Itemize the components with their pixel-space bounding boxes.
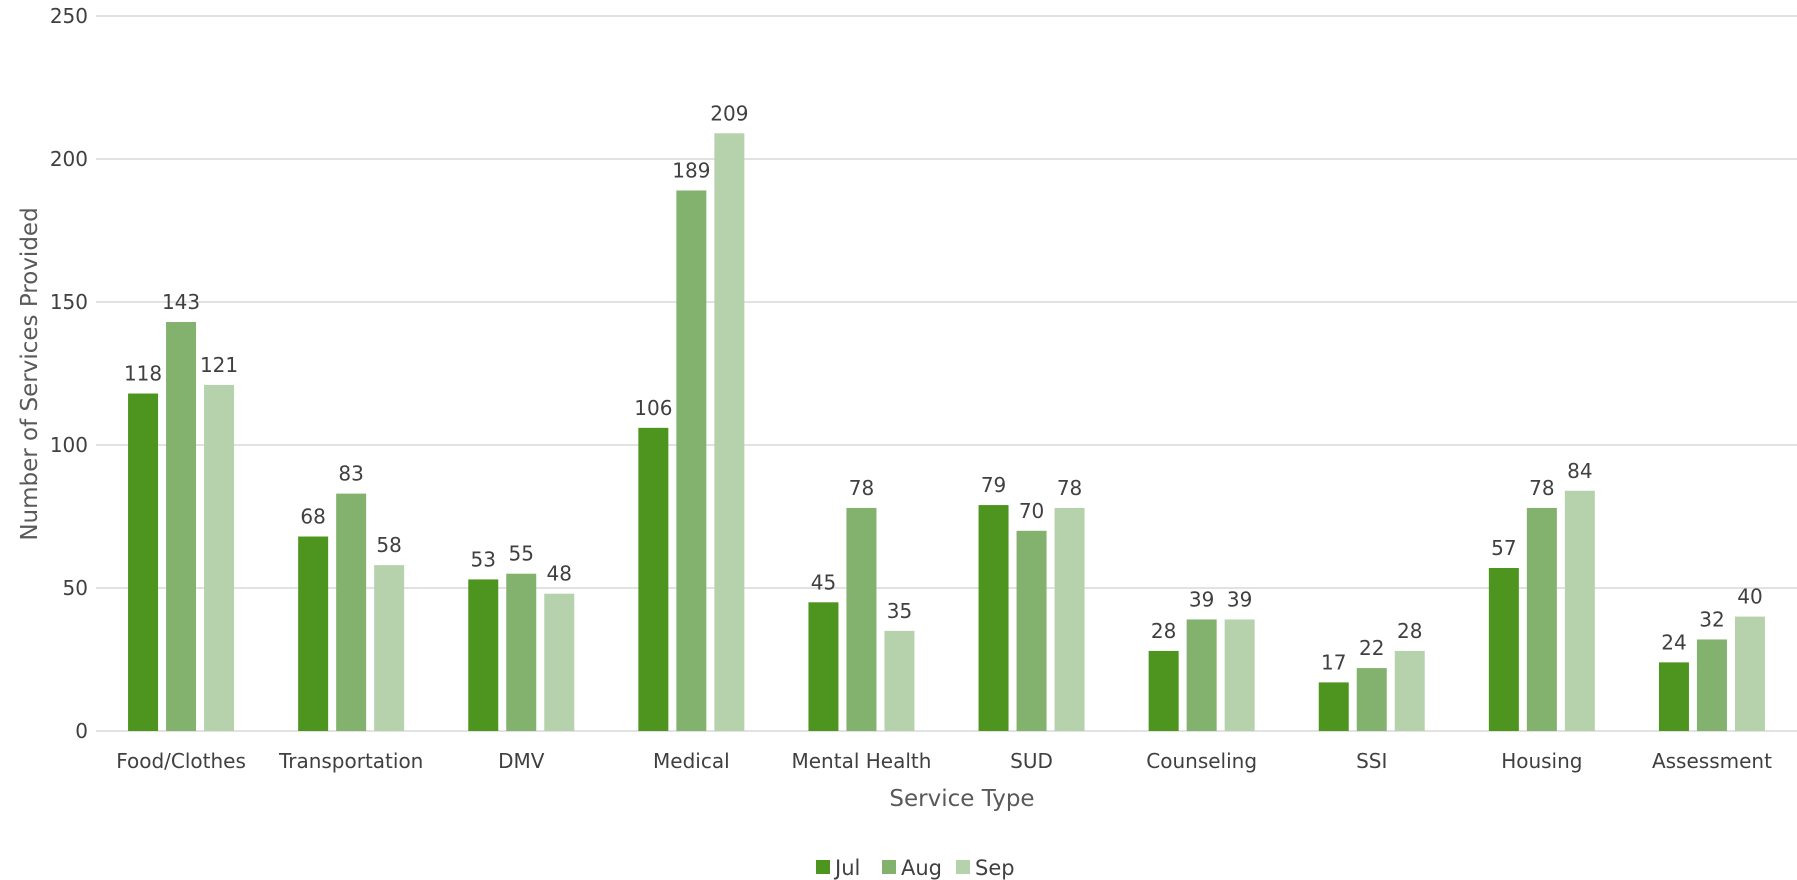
x-tick-label: Medical — [653, 749, 730, 773]
bar-sep — [714, 133, 745, 731]
legend-label-aug: Aug — [901, 856, 942, 880]
bar-jul — [468, 579, 499, 731]
data-label: 118 — [124, 362, 162, 386]
y-tick-label: 150 — [50, 290, 88, 314]
data-label: 189 — [672, 158, 710, 182]
x-tick-label: Counseling — [1146, 749, 1257, 773]
bar-sep — [1564, 490, 1595, 731]
bar-sep — [1394, 650, 1425, 731]
bar-jul — [1318, 682, 1349, 731]
bar-sep — [544, 593, 575, 731]
bar-jul — [638, 427, 669, 731]
data-label: 40 — [1737, 585, 1762, 609]
x-tick-label: SUD — [1010, 749, 1053, 773]
data-label: 209 — [710, 101, 748, 125]
x-tick-label: SSI — [1356, 749, 1387, 773]
x-tick-label: Assessment — [1652, 749, 1772, 773]
y-tick-label: 250 — [50, 4, 88, 28]
bar-aug — [1016, 530, 1047, 731]
legend-swatch-jul — [816, 860, 830, 874]
data-label: 143 — [162, 290, 200, 314]
data-label: 84 — [1567, 459, 1592, 483]
data-label: 32 — [1699, 607, 1724, 631]
bar-sep — [204, 384, 235, 731]
data-label: 70 — [1019, 499, 1044, 523]
bar-jul — [1658, 662, 1689, 731]
legend-swatch-aug — [882, 860, 896, 874]
bar-aug — [1356, 668, 1387, 731]
data-label: 58 — [376, 533, 401, 557]
data-label: 78 — [1529, 476, 1554, 500]
bar-sep — [884, 630, 915, 731]
bar-aug — [1696, 639, 1727, 731]
y-axis-ticks: 0 50 100 150 200 250 — [50, 4, 88, 743]
x-tick-label: Mental Health — [791, 749, 931, 773]
data-label: 48 — [547, 562, 572, 586]
x-axis-categories: Food/Clothes Transportation DMV Medical Ment… — [116, 749, 1772, 773]
data-label: 28 — [1151, 619, 1176, 643]
data-label: 45 — [811, 570, 836, 594]
data-label: 68 — [300, 505, 325, 529]
data-label: 53 — [471, 547, 496, 571]
bar-jul — [128, 393, 159, 731]
bar-jul — [1148, 650, 1179, 731]
data-label: 24 — [1661, 630, 1686, 654]
legend-label-sep: Sep — [975, 856, 1015, 880]
bar-aug — [676, 190, 707, 731]
data-label: 106 — [634, 396, 672, 420]
y-tick-label: 50 — [63, 576, 88, 600]
bar-jul — [1488, 567, 1519, 731]
data-label: 22 — [1359, 636, 1384, 660]
y-axis-title: Number of Services Provided — [17, 207, 43, 540]
data-label: 39 — [1227, 587, 1252, 611]
data-label: 79 — [981, 473, 1006, 497]
bar-aug — [506, 573, 537, 731]
data-label: 17 — [1321, 650, 1346, 674]
bar-jul — [808, 602, 839, 731]
x-tick-label: DMV — [498, 749, 545, 773]
x-tick-label: Food/Clothes — [116, 749, 246, 773]
data-label: 57 — [1491, 536, 1516, 560]
data-labels: 118 143 121 68 83 58 53 55 48 106 189 209 45 78 35 79 70… — [124, 101, 1763, 674]
legend: Jul Aug Sep — [816, 856, 1015, 880]
bar-jul — [978, 505, 1009, 731]
data-label: 35 — [887, 599, 912, 623]
bar-jul — [298, 536, 329, 731]
bar-sep — [1734, 616, 1765, 731]
bar-sep — [1224, 619, 1255, 731]
y-tick-label: 100 — [50, 433, 88, 457]
data-label: 28 — [1397, 619, 1422, 643]
data-label: 55 — [509, 542, 534, 566]
bar-aug — [1186, 619, 1217, 731]
data-label: 121 — [200, 353, 238, 377]
bar-sep — [374, 565, 405, 731]
y-tick-label: 200 — [50, 147, 88, 171]
bars — [128, 133, 1765, 731]
bar-aug — [166, 322, 197, 731]
bar-aug — [336, 493, 367, 731]
bar-aug — [846, 507, 877, 731]
data-label: 83 — [338, 462, 363, 486]
bar-aug — [1526, 507, 1557, 731]
data-label: 39 — [1189, 587, 1214, 611]
legend-label-jul: Jul — [833, 856, 860, 880]
data-label: 78 — [849, 476, 874, 500]
x-tick-label: Transportation — [278, 749, 423, 773]
legend-swatch-sep — [956, 860, 970, 874]
bar-sep — [1054, 507, 1085, 731]
x-axis-title: Service Type — [889, 786, 1034, 812]
data-label: 78 — [1057, 476, 1082, 500]
y-tick-label: 0 — [75, 719, 88, 743]
x-tick-label: Housing — [1501, 749, 1582, 773]
